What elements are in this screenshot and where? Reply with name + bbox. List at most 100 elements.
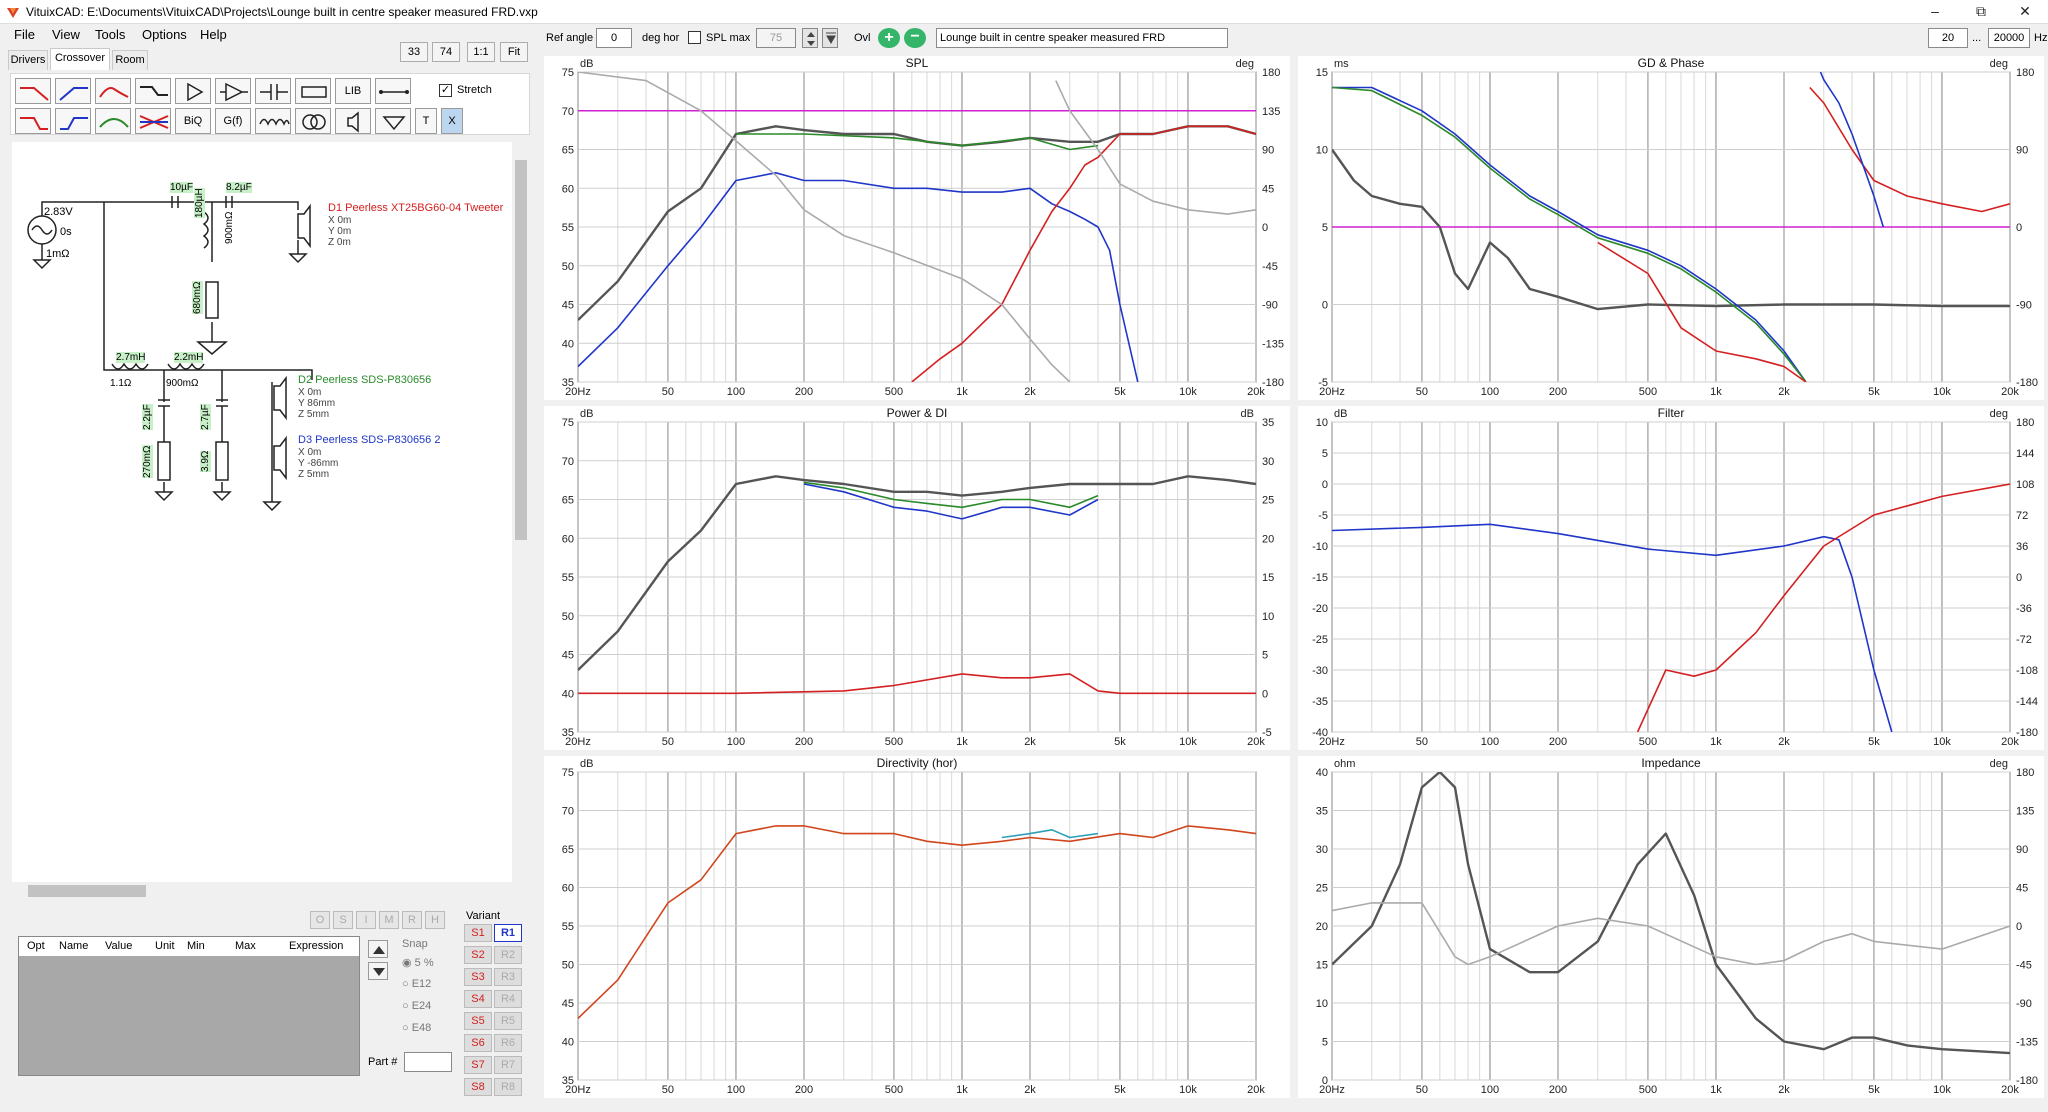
chart-panel-imp[interactable]: 40 35 30 25 20 15 10 5 0 180 135 90 45 0 -45 -90 -135 -18…: [1298, 756, 2044, 1098]
chart-panel-spl[interactable]: 75 70 65 60 55 50 45 40 35 180 135 90 45 0 -45 -90 -135 -…: [544, 56, 1290, 400]
variant-s-button[interactable]: S8: [464, 1078, 492, 1096]
spl-max-checkbox[interactable]: [688, 31, 701, 44]
driver-tool[interactable]: [335, 108, 371, 134]
component-label[interactable]: 10µF: [170, 182, 193, 193]
spl-max-auto-button[interactable]: [822, 28, 838, 48]
variant-s-button[interactable]: S6: [464, 1034, 492, 1052]
shelf-tool[interactable]: [135, 78, 171, 104]
spl-max-spinner[interactable]: [802, 28, 818, 48]
highpass-tool[interactable]: [55, 78, 91, 104]
menu-view[interactable]: View: [52, 27, 80, 42]
component-label[interactable]: 2.2µF: [142, 404, 153, 430]
close-button[interactable]: ✕: [2019, 3, 2031, 19]
component-label[interactable]: 900mΩ: [224, 211, 235, 245]
move-down-button[interactable]: [368, 962, 388, 980]
zoom-1to1-button[interactable]: 1:1: [467, 42, 495, 62]
optimizer-table[interactable]: Opt Name Value Unit Min Max Expression: [18, 936, 360, 1076]
library-tool[interactable]: LIB: [335, 78, 371, 104]
text-tool[interactable]: T: [415, 108, 437, 134]
chart-panel-filter[interactable]: 10 5 0 -5 -10 -15 -20 -25 -30 -35 -40 180 144 108 72 36…: [1298, 406, 2044, 750]
tab-drivers[interactable]: Drivers: [8, 50, 48, 70]
menu-tools[interactable]: Tools: [95, 27, 126, 42]
schematic-vertical-scrollbar[interactable]: [512, 142, 530, 882]
snap-option[interactable]: ○ E24: [402, 1000, 432, 1012]
variant-s-button[interactable]: S1: [464, 924, 492, 942]
overlay-name-input[interactable]: Lounge built in centre speaker measured …: [936, 28, 1228, 48]
add-overlay-button[interactable]: +: [878, 28, 900, 48]
lowpass-tool[interactable]: [15, 78, 51, 104]
zoom-74-button[interactable]: 74: [432, 42, 460, 62]
component-label[interactable]: 2.7mH: [116, 352, 146, 363]
capacitor-tool[interactable]: [255, 78, 291, 104]
chart-panel-gd[interactable]: 15 10 5 0 -5 180 90 0 -90 -180 20Hz 50 100 200 500 1k 2k…: [1298, 56, 2044, 400]
snap-option[interactable]: ○ E48: [402, 1022, 432, 1034]
resistor-tool[interactable]: [295, 78, 331, 104]
tab-crossover[interactable]: Crossover: [50, 48, 110, 70]
buffer-tool[interactable]: [175, 78, 211, 104]
menu-options[interactable]: Options: [142, 27, 187, 42]
x-tool[interactable]: X: [441, 108, 463, 134]
opt-r-button[interactable]: R: [402, 911, 422, 929]
snap-option[interactable]: ○ E12: [402, 978, 432, 990]
variant-r-button[interactable]: R3: [494, 968, 522, 986]
opt-s-button[interactable]: S: [333, 911, 353, 929]
variant-r-button[interactable]: R2: [494, 946, 522, 964]
variant-r-button[interactable]: R8: [494, 1078, 522, 1096]
component-label[interactable]: 1.1Ω: [110, 378, 132, 389]
bandpass-tool[interactable]: [95, 78, 131, 104]
variant-s-button[interactable]: S2: [464, 946, 492, 964]
opt-o-button[interactable]: O: [310, 911, 330, 929]
component-label[interactable]: 680mΩ: [192, 281, 203, 314]
variant-r-button[interactable]: R4: [494, 990, 522, 1008]
notch-tool[interactable]: [95, 108, 131, 134]
schematic-horizontal-scrollbar[interactable]: [12, 882, 512, 900]
zoom-fit-button[interactable]: Fit: [500, 42, 528, 62]
scroll-thumb[interactable]: [515, 160, 527, 540]
component-label[interactable]: 8.2µF: [226, 182, 252, 193]
freq-min-input[interactable]: 20: [1928, 28, 1968, 48]
part-number-input[interactable]: [404, 1052, 452, 1072]
variant-s-button[interactable]: S4: [464, 990, 492, 1008]
driver-name[interactable]: D2 Peerless SDS-P830656: [298, 374, 432, 386]
freq-max-input[interactable]: 20000: [1988, 28, 2030, 48]
zoom-33-button[interactable]: 33: [400, 42, 428, 62]
variant-r-button[interactable]: R1: [494, 924, 522, 942]
component-label[interactable]: 2.7µF: [200, 404, 211, 430]
ground-tool[interactable]: [375, 108, 411, 134]
spl-max-input[interactable]: 75: [756, 28, 796, 48]
opt-h-button[interactable]: H: [425, 911, 445, 929]
menu-file[interactable]: File: [14, 27, 35, 42]
chart-panel-dir[interactable]: 75 70 65 60 55 50 45 40 35 20Hz 50 100 200 500 1k 2k 5k 1…: [544, 756, 1290, 1098]
opt-i-button[interactable]: I: [356, 911, 376, 929]
schematic-canvas[interactable]: 2.83V 0s 1mΩ 10µF 8.2µF 180µH 900mΩ 680m…: [12, 142, 512, 882]
highpass2-tool[interactable]: [55, 108, 91, 134]
scroll-thumb[interactable]: [28, 885, 146, 897]
variant-r-button[interactable]: R6: [494, 1034, 522, 1052]
component-label[interactable]: 2.2mH: [174, 352, 204, 363]
gf-tool[interactable]: G(f): [215, 108, 251, 134]
opt-m-button[interactable]: M: [379, 911, 399, 929]
variant-s-button[interactable]: S5: [464, 1012, 492, 1030]
chart-panel-power[interactable]: 75 70 65 60 55 50 45 40 35 35 30 25 20 15 10 5 0 -5 20Hz 50…: [544, 406, 1290, 750]
remove-overlay-button[interactable]: −: [904, 28, 926, 48]
component-label[interactable]: 180µH: [194, 188, 205, 218]
allpass-tool[interactable]: [135, 108, 171, 134]
ref-angle-input[interactable]: 0: [596, 28, 632, 48]
snap-option[interactable]: ◉ 5 %: [402, 957, 434, 969]
variant-s-button[interactable]: S7: [464, 1056, 492, 1074]
move-up-button[interactable]: [368, 940, 388, 958]
variant-r-button[interactable]: R7: [494, 1056, 522, 1074]
stretch-checkbox[interactable]: ✓: [439, 84, 452, 97]
minimize-button[interactable]: –: [1931, 3, 1939, 19]
biquad-tool[interactable]: BiQ: [175, 108, 211, 134]
tab-room[interactable]: Room: [112, 50, 148, 70]
component-label[interactable]: 270mΩ: [142, 445, 153, 478]
component-label[interactable]: 3.9Ω: [200, 450, 211, 472]
variant-s-button[interactable]: S3: [464, 968, 492, 986]
transformer-tool[interactable]: [295, 108, 331, 134]
menu-help[interactable]: Help: [200, 27, 227, 42]
driver-name[interactable]: D1 Peerless XT25BG60-04 Tweeter: [328, 202, 504, 214]
wire-tool[interactable]: [375, 78, 411, 104]
opamp-tool[interactable]: [215, 78, 251, 104]
maximize-button[interactable]: ⧉: [1976, 3, 1986, 19]
